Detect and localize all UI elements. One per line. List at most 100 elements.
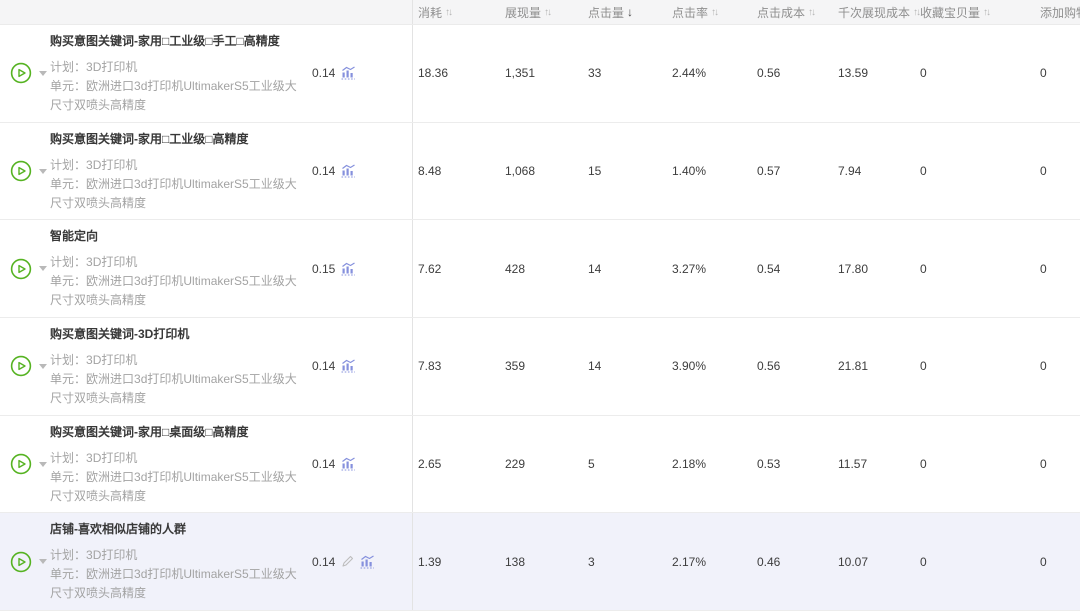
targeting-title[interactable]: 智能定向 [50,229,99,244]
column-header[interactable]: 消耗 ↑↓↓ [413,0,505,24]
bid-value: 0.14 [312,554,336,569]
metric-value: 14 [588,359,602,374]
column-header-label: 点击率 [672,5,709,20]
chart-icon[interactable] [341,262,356,276]
chart-icon[interactable] [341,66,356,80]
sort-arrows-icon[interactable]: ↑↓↓ [913,6,921,18]
table-body: 购买意图关键词-家用□工业级□手工□高精度 计划：3D打印机 单元：欧洲进口3d… [0,25,1080,611]
target-text-block: 购买意图关键词-家用□桌面级□高精度 计划：3D打印机 单元：欧洲进口3d打印机… [50,423,302,506]
targeting-title[interactable]: 购买意图关键词-3D打印机 [50,326,190,341]
play-status-icon[interactable] [10,62,32,84]
metric-value: 359 [505,359,526,374]
chevron-down-icon[interactable] [39,266,47,272]
bid-block: 0.14 [312,66,356,80]
metric-value: 138 [505,554,526,569]
row-info-panel: 店铺-喜欢相似店铺的人群 计划：3D打印机 单元：欧洲进口3d打印机Ultima… [0,513,413,611]
metric-value: 0 [1040,554,1047,569]
column-header[interactable]: 收藏宝贝量 ↑↓↓ [920,0,1040,24]
metric-value: 8.48 [418,164,442,178]
bid-value: 0.14 [312,457,336,472]
metric-value: 1,068 [505,164,536,178]
table-row: 店铺-喜欢相似店铺的人群 计划：3D打印机 单元：欧洲进口3d打印机Ultima… [0,513,1080,611]
sort-arrows-icon[interactable]: ↑↓↓ [808,6,816,18]
bid-block: 0.14 [312,457,356,471]
sort-arrows-icon[interactable]: ↑↓↓ [445,6,453,18]
metric-value: 1.39 [418,554,442,569]
column-header-label: 消耗 [418,5,443,20]
unit-line: 单元：欧洲进口3d打印机UltimakerS5工业级大尺寸双喷头高精度 [50,371,297,405]
metric-value: 229 [505,457,526,472]
chevron-down-icon[interactable] [39,559,47,565]
row-metrics: 8.48 1,068 15 1.40% 0.57 7.94 0 0 [413,123,1080,220]
unit-line: 单元：欧洲进口3d打印机UltimakerS5工业级大尺寸双喷头高精度 [50,469,297,503]
chart-icon[interactable] [341,164,356,178]
play-status-icon[interactable] [10,453,32,475]
column-header-label: 收藏宝贝量 [920,5,981,20]
target-text-block: 店铺-喜欢相似店铺的人群 计划：3D打印机 单元：欧洲进口3d打印机Ultima… [50,520,302,603]
column-header[interactable]: 千次展现成本 ↑↓↓ [838,0,921,24]
row-metrics: 18.36 1,351 33 2.44% 0.56 13.59 0 0 [413,25,1080,122]
column-header[interactable]: 点击成本 ↑↓↓ [757,0,838,24]
target-text-block: 智能定向 计划：3D打印机 单元：欧洲进口3d打印机UltimakerS5工业级… [50,227,302,310]
metric-value: 21.81 [838,359,869,374]
chevron-down-icon[interactable] [39,168,47,174]
metric-value: 10.07 [838,554,869,569]
metric-value: 33 [588,66,602,81]
metric-value: 1.40% [672,164,707,178]
metric-value: 15 [588,164,602,178]
metric-value: 0 [1040,359,1047,374]
play-status-icon[interactable] [10,551,32,573]
metric-value: 0 [1040,164,1047,178]
metric-value: 0 [920,359,927,374]
row-controls [0,453,50,475]
metric-value: 0.46 [757,554,781,569]
metric-value: 3.27% [672,261,707,276]
header-columns: 消耗 ↑↓↓ 展现量 ↑↓↓ 点击量 ↑↓↓ 点击率 ↑↓↓ 点击成本 ↑↓↓ … [413,0,1080,24]
sort-arrows-icon[interactable]: ↑↓↓ [711,6,719,18]
metric-value: 1,351 [505,66,536,81]
unit-line: 单元：欧洲进口3d打印机UltimakerS5工业级大尺寸双喷头高精度 [50,176,297,210]
column-header[interactable]: 点击率 ↑↓↓ [672,0,757,24]
targeting-title[interactable]: 店铺-喜欢相似店铺的人群 [50,522,186,537]
chevron-down-icon[interactable] [39,461,47,467]
play-status-icon[interactable] [10,258,32,280]
metric-value: 18.36 [418,66,449,81]
metric-value: 0.56 [757,66,781,81]
metric-value: 0 [1040,261,1047,276]
metric-value: 0.53 [757,457,781,472]
column-header[interactable]: 添加购物车量 ↑↓↓ [1040,0,1080,24]
targeting-title[interactable]: 购买意图关键词-家用□工业级□手工□高精度 [50,33,280,48]
chart-icon[interactable] [360,555,375,569]
sort-arrows-icon[interactable]: ↑↓↓ [544,6,552,18]
row-metrics: 1.39 138 3 2.17% 0.46 10.07 0 0 [413,513,1080,610]
chevron-down-icon[interactable] [39,70,47,76]
sort-arrows-icon[interactable]: ↑↓↓ [983,6,991,18]
chart-icon[interactable] [341,359,356,373]
targeting-title[interactable]: 购买意图关键词-家用□桌面级□高精度 [50,424,249,439]
metric-value: 0 [920,66,927,81]
unit-line: 单元：欧洲进口3d打印机UltimakerS5工业级大尺寸双喷头高精度 [50,78,297,112]
row-info-panel: 智能定向 计划：3D打印机 单元：欧洲进口3d打印机UltimakerS5工业级… [0,220,413,318]
targeting-title[interactable]: 购买意图关键词-家用□工业级□高精度 [50,131,249,146]
metric-value: 3 [588,554,595,569]
column-header[interactable]: 展现量 ↑↓↓ [505,0,588,24]
target-text-block: 购买意图关键词-家用□工业级□手工□高精度 计划：3D打印机 单元：欧洲进口3d… [50,32,302,115]
plan-line: 计划：3D打印机 [50,157,138,172]
table-row: 购买意图关键词-3D打印机 计划：3D打印机 单元：欧洲进口3d打印机Ultim… [0,318,1080,416]
column-header[interactable]: 点击量 ↑↓↓ [588,0,672,24]
bid-block: 0.14 [312,555,375,569]
metric-value: 0 [920,164,927,178]
row-info-panel: 购买意图关键词-家用□工业级□高精度 计划：3D打印机 单元：欧洲进口3d打印机… [0,122,413,220]
play-status-icon[interactable] [10,160,32,182]
row-info-panel: 购买意图关键词-家用□桌面级□高精度 计划：3D打印机 单元：欧洲进口3d打印机… [0,415,413,513]
plan-line: 计划：3D打印机 [50,352,138,367]
plan-line: 计划：3D打印机 [50,450,138,465]
chart-icon[interactable] [341,457,356,471]
play-status-icon[interactable] [10,355,32,377]
row-info-panel: 购买意图关键词-3D打印机 计划：3D打印机 单元：欧洲进口3d打印机Ultim… [0,318,413,415]
metric-value: 0 [920,554,927,569]
edit-icon[interactable] [341,555,354,568]
chevron-down-icon[interactable] [39,363,47,369]
sort-arrows-icon[interactable]: ↑↓↓ [627,5,634,19]
table-row: 智能定向 计划：3D打印机 单元：欧洲进口3d打印机UltimakerS5工业级… [0,220,1080,319]
